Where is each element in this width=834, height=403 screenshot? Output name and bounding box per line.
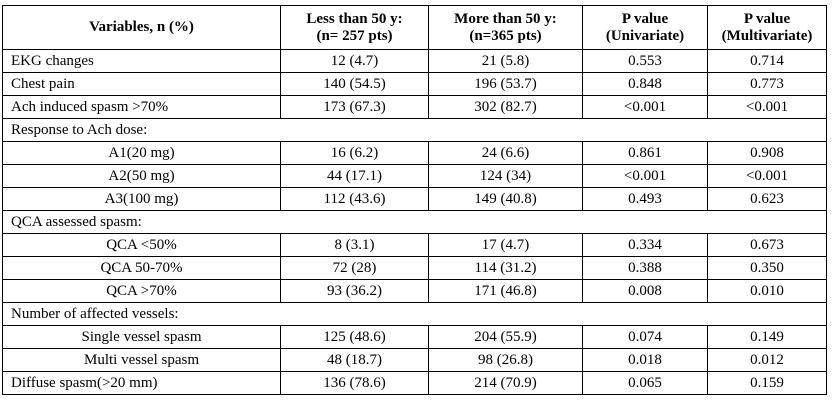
cell-more: 98 (26.8) bbox=[428, 348, 583, 372]
cell-more: 171 (46.8) bbox=[428, 279, 583, 303]
table-row: EKG changes 12 (4.7) 21 (5.8) 0.553 0.71… bbox=[2, 49, 827, 73]
cell-p-univariate: <0.001 bbox=[582, 95, 708, 119]
row-label: Diffuse spasm(>20 mm) bbox=[2, 371, 281, 395]
cell-less: 173 (67.3) bbox=[280, 95, 429, 119]
section-header-row: Number of affected vessels: bbox=[2, 302, 827, 326]
cell-more: 114 (31.2) bbox=[428, 256, 583, 280]
header-variables: Variables, n (%) bbox=[2, 5, 281, 50]
section-header-row: QCA assessed spasm: bbox=[2, 210, 827, 234]
row-label: QCA 50-70% bbox=[2, 256, 281, 280]
cell-p-univariate: 0.493 bbox=[582, 187, 708, 211]
cell-less: 93 (36.2) bbox=[280, 279, 429, 303]
row-label: A1(20 mg) bbox=[2, 141, 281, 165]
row-label: Chest pain bbox=[2, 72, 281, 96]
table-row: QCA 50-70% 72 (28) 114 (31.2) 0.388 0.35… bbox=[2, 256, 827, 280]
row-label: EKG changes bbox=[2, 49, 281, 73]
cell-more: 196 (53.7) bbox=[428, 72, 583, 96]
cell-p-multivariate: 0.673 bbox=[707, 233, 827, 257]
cell-less: 48 (18.7) bbox=[280, 348, 429, 372]
section-label: QCA assessed spasm: bbox=[2, 210, 827, 234]
table-row: A1(20 mg) 16 (6.2) 24 (6.6) 0.861 0.908 bbox=[2, 141, 827, 165]
table-row: Multi vessel spasm 48 (18.7) 98 (26.8) 0… bbox=[2, 348, 827, 372]
row-label: Ach induced spasm >70% bbox=[2, 95, 281, 119]
cell-p-univariate: 0.388 bbox=[582, 256, 708, 280]
row-label: A3(100 mg) bbox=[2, 187, 281, 211]
table-row: Ach induced spasm >70% 173 (67.3) 302 (8… bbox=[2, 95, 827, 119]
section-label: Number of affected vessels: bbox=[2, 302, 827, 326]
table-row: QCA <50% 8 (3.1) 17 (4.7) 0.334 0.673 bbox=[2, 233, 827, 257]
cell-p-multivariate: 0.012 bbox=[707, 348, 827, 372]
header-p-univariate: P value (Univariate) bbox=[582, 5, 708, 50]
cell-less: 125 (48.6) bbox=[280, 325, 429, 349]
cell-less: 140 (54.5) bbox=[280, 72, 429, 96]
cell-p-multivariate: <0.001 bbox=[707, 95, 827, 119]
cell-p-multivariate: 0.773 bbox=[707, 72, 827, 96]
table-row: Single vessel spasm 125 (48.6) 204 (55.9… bbox=[2, 325, 827, 349]
row-label: QCA <50% bbox=[2, 233, 281, 257]
cell-p-multivariate: 0.350 bbox=[707, 256, 827, 280]
cell-less: 8 (3.1) bbox=[280, 233, 429, 257]
cell-p-univariate: 0.065 bbox=[582, 371, 708, 395]
cell-more: 204 (55.9) bbox=[428, 325, 583, 349]
header-less-than-50: Less than 50 y: (n= 257 pts) bbox=[280, 5, 429, 50]
cell-more: 214 (70.9) bbox=[428, 371, 583, 395]
results-table: Variables, n (%) Less than 50 y: (n= 257 … bbox=[2, 5, 827, 395]
cell-less: 12 (4.7) bbox=[280, 49, 429, 73]
header-p-multivariate: P value (Multivariate) bbox=[707, 5, 827, 50]
table-row: A2(50 mg) 44 (17.1) 124 (34) <0.001 <0.0… bbox=[2, 164, 827, 188]
cell-more: 149 (40.8) bbox=[428, 187, 583, 211]
cell-more: 302 (82.7) bbox=[428, 95, 583, 119]
results-table-container: Variables, n (%) Less than 50 y: (n= 257 … bbox=[2, 5, 827, 395]
cell-p-multivariate: 0.010 bbox=[707, 279, 827, 303]
cell-p-univariate: 0.553 bbox=[582, 49, 708, 73]
cell-p-univariate: 0.074 bbox=[582, 325, 708, 349]
header-row: Variables, n (%) Less than 50 y: (n= 257 … bbox=[2, 5, 827, 50]
cell-less: 136 (78.6) bbox=[280, 371, 429, 395]
table-row: A3(100 mg) 112 (43.6) 149 (40.8) 0.493 0… bbox=[2, 187, 827, 211]
cell-p-multivariate: 0.714 bbox=[707, 49, 827, 73]
cell-p-multivariate: <0.001 bbox=[707, 164, 827, 188]
cell-p-univariate: 0.334 bbox=[582, 233, 708, 257]
table-row: Diffuse spasm(>20 mm) 136 (78.6) 214 (70… bbox=[2, 371, 827, 395]
cell-p-univariate: 0.861 bbox=[582, 141, 708, 165]
cell-p-multivariate: 0.149 bbox=[707, 325, 827, 349]
cell-less: 44 (17.1) bbox=[280, 164, 429, 188]
row-label: A2(50 mg) bbox=[2, 164, 281, 188]
cell-more: 124 (34) bbox=[428, 164, 583, 188]
cell-p-multivariate: 0.623 bbox=[707, 187, 827, 211]
cell-p-multivariate: 0.908 bbox=[707, 141, 827, 165]
cell-less: 112 (43.6) bbox=[280, 187, 429, 211]
cell-p-multivariate: 0.159 bbox=[707, 371, 827, 395]
table-row: Chest pain 140 (54.5) 196 (53.7) 0.848 0… bbox=[2, 72, 827, 96]
cell-more: 24 (6.6) bbox=[428, 141, 583, 165]
row-label: QCA >70% bbox=[2, 279, 281, 303]
row-label: Multi vessel spasm bbox=[2, 348, 281, 372]
cell-less: 72 (28) bbox=[280, 256, 429, 280]
cell-more: 21 (5.8) bbox=[428, 49, 583, 73]
row-label: Single vessel spasm bbox=[2, 325, 281, 349]
cell-p-univariate: 0.008 bbox=[582, 279, 708, 303]
cell-p-univariate: 0.018 bbox=[582, 348, 708, 372]
cell-p-univariate: 0.848 bbox=[582, 72, 708, 96]
cell-p-univariate: <0.001 bbox=[582, 164, 708, 188]
section-label: Response to Ach dose: bbox=[2, 118, 827, 142]
section-header-row: Response to Ach dose: bbox=[2, 118, 827, 142]
table-row: QCA >70% 93 (36.2) 171 (46.8) 0.008 0.01… bbox=[2, 279, 827, 303]
cell-less: 16 (6.2) bbox=[280, 141, 429, 165]
header-more-than-50: More than 50 y: (n=365 pts) bbox=[428, 5, 583, 50]
cell-more: 17 (4.7) bbox=[428, 233, 583, 257]
